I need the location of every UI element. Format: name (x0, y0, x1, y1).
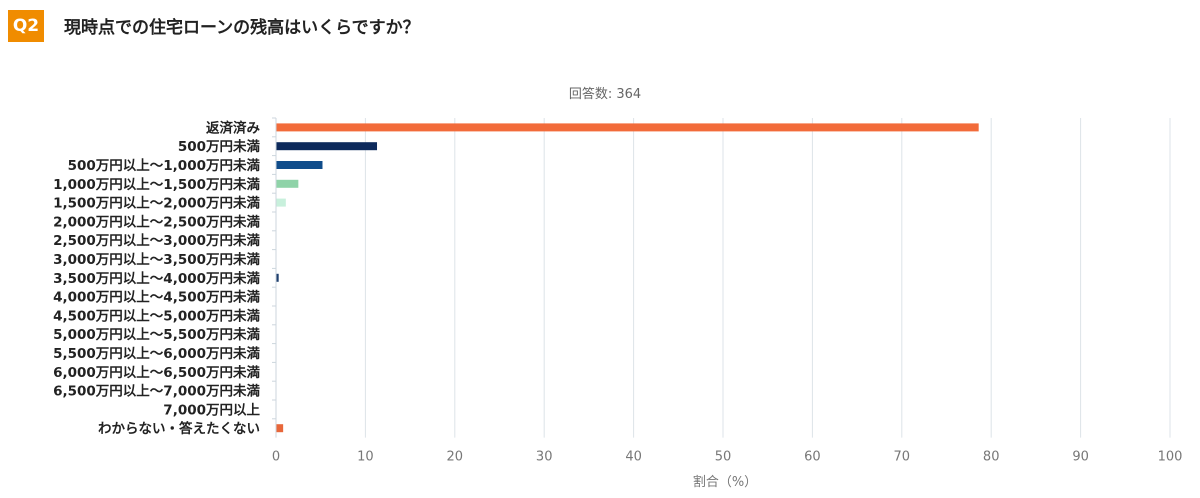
x-tick-label: 20 (447, 450, 464, 465)
category-label: 7,000万円以上 (163, 402, 260, 418)
x-tick-label: 30 (536, 450, 553, 465)
question-badge: Q2 (8, 10, 44, 42)
category-label: 500万円以上～1,000万円未満 (68, 157, 261, 174)
bar (276, 123, 979, 132)
x-tick-label: 100 (1158, 450, 1183, 465)
x-tick-label: 70 (894, 450, 911, 465)
chart-x-ticks: 0 10 20 30 40 50 60 70 80 90 100 (272, 450, 1183, 465)
category-label: 4,000万円以上～4,500万円未満 (53, 289, 260, 306)
x-tick-label: 40 (625, 450, 642, 465)
category-label: 2,500万円以上～3,000万円未満 (53, 232, 260, 249)
category-label: 6,500万円以上～7,000万円未満 (53, 383, 260, 400)
category-label: わからない・答えたくない (98, 420, 260, 437)
x-tick-label: 60 (804, 450, 821, 465)
category-label: 5,500万円以上～6,000万円未満 (53, 345, 260, 362)
x-tick-label: 90 (1072, 450, 1089, 465)
category-label: 6,000万円以上～6,500万円未満 (53, 364, 260, 381)
chart-subtitle: 回答数: 364 (569, 86, 641, 102)
x-tick-label: 10 (357, 450, 374, 465)
category-label: 2,000万円以上～2,500万円未満 (53, 213, 260, 230)
chart-x-axis-title: 割合（%） (693, 474, 757, 490)
bar (276, 273, 279, 282)
bar (276, 161, 323, 169)
bar (276, 424, 284, 433)
bar (276, 198, 286, 207)
category-label: 3,500万円以上～4,000万円未満 (53, 270, 260, 287)
x-tick-label: 0 (272, 450, 280, 465)
category-label: 500万円未満 (178, 138, 261, 155)
bar (276, 179, 299, 188)
chart-category-labels: 返済済み 500万円未満 500万円以上～1,000万円未満 1,000万円以上～1,… (53, 119, 260, 437)
category-label: 1,500万円以上～2,000万円未満 (53, 195, 260, 212)
category-label: 3,000万円以上～3,500万円未満 (53, 251, 260, 268)
chart-gridlines (364, 118, 1171, 438)
bar (276, 142, 378, 151)
x-tick-label: 50 (715, 450, 732, 465)
category-label: 1,000万円以上～1,500万円未満 (53, 176, 260, 193)
x-tick-label: 80 (983, 450, 1000, 465)
category-label: 返済済み (206, 119, 260, 136)
category-label: 5,000万円以上～5,500万円未満 (53, 326, 260, 343)
question-title: 現時点での住宅ローンの残高はいくらですか？ (64, 18, 420, 38)
category-label: 4,500万円以上～5,000万円未満 (53, 307, 260, 324)
chart-bars (272, 117, 979, 433)
